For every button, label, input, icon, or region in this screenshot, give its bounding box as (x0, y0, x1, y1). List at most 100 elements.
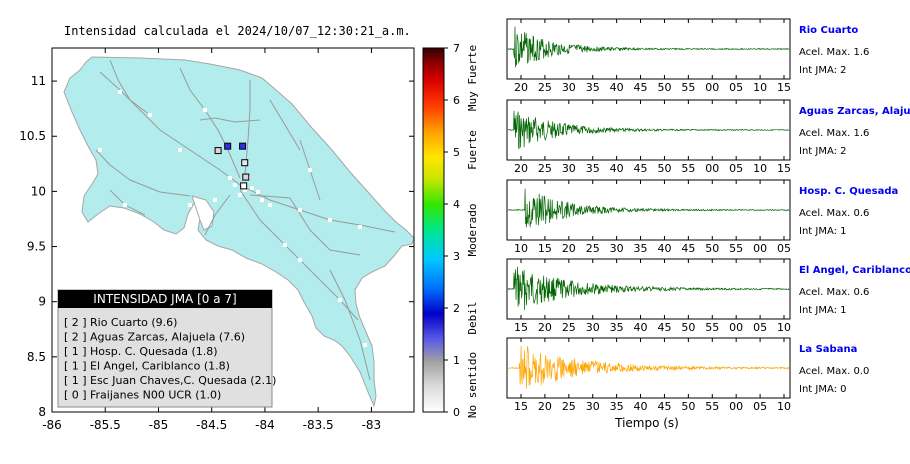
waveform-tick-label: 05 (729, 162, 743, 175)
waveform-tick-label: 30 (586, 321, 600, 334)
map-y-tick-label: 9.5 (27, 240, 46, 254)
legend-title-bar (58, 290, 272, 308)
waveform-tick-label: 10 (753, 162, 767, 175)
waveform-station-name: La Sabana (799, 344, 857, 355)
legend-level: [ 1 ] (64, 345, 87, 358)
waveform-tick-label: 25 (586, 242, 600, 255)
map-x-tick-label: -85 (149, 418, 169, 432)
waveform-trace (507, 345, 790, 389)
waveform-tick-label: 25 (538, 162, 552, 175)
town-marker (298, 258, 302, 262)
colorbar-category-label: Muy Fuerte (466, 45, 479, 111)
station-marker (241, 159, 249, 167)
road (329, 269, 371, 381)
map-title: Intensidad calculada el 2024/10/07_12:30… (64, 24, 411, 38)
waveform-jma-intensity: Int JMA: 2 (799, 146, 847, 157)
map-x-tick-label: -86 (42, 418, 62, 432)
legend-station-label: Fraijanes N00 UCR (1.0) (90, 389, 221, 402)
town-marker (203, 108, 207, 112)
waveform-tick-label: 15 (777, 81, 791, 94)
waveform-station-name: Rio Cuarto (799, 25, 858, 36)
waveform-tick-label: 50 (657, 162, 671, 175)
waveform-tick-label: 15 (538, 242, 552, 255)
town-marker (123, 203, 127, 207)
waveform-tick-label: 20 (514, 81, 528, 94)
waveform-tick-label: 30 (562, 81, 576, 94)
waveform-tick-label: 20 (538, 400, 552, 413)
road (204, 194, 231, 236)
town-marker (238, 193, 242, 197)
waveform-trace (507, 110, 790, 149)
waveform-tick-label: 35 (586, 162, 600, 175)
waveform-tick-label: 40 (634, 321, 648, 334)
waveform-tick-label: 35 (586, 81, 600, 94)
waveform-tick-label: 20 (562, 242, 576, 255)
waveform-jma-intensity: Int JMA: 1 (799, 305, 847, 316)
waveform-tick-label: 45 (634, 81, 648, 94)
waveform-tick-label: 50 (681, 400, 695, 413)
waveform-station-name: El Angel, Cariblanco (799, 265, 910, 276)
waveform-tick-label: 40 (610, 81, 624, 94)
waveform-trace (507, 188, 790, 228)
waveform-tick-label: 25 (538, 81, 552, 94)
colorbar-tick-label: 7 (453, 42, 460, 55)
waveform-tick-label: 45 (657, 400, 671, 413)
waveform-tick-label: 55 (681, 162, 695, 175)
waveform-tick-label: 35 (610, 321, 624, 334)
waveform-tick-label: 15 (514, 321, 528, 334)
map-y-tick-label: 11 (31, 74, 46, 88)
waveform-tick-label: 10 (777, 321, 791, 334)
waveform-tick-label: 10 (514, 242, 528, 255)
waveform-station-name: Aguas Zarcas, Alajuela (799, 106, 910, 117)
waveform-tick-label: 00 (729, 321, 743, 334)
legend-station-label: Hosp. C. Quesada (1.8) (90, 345, 218, 358)
waveform-tick-label: 55 (681, 81, 695, 94)
waveform-tick-label: 10 (753, 81, 767, 94)
town-marker (213, 198, 217, 202)
waveform-tick-label: 35 (634, 242, 648, 255)
waveform-tick-label: 40 (657, 242, 671, 255)
map-x-tick-label: -84.5 (196, 418, 227, 432)
town-markers (98, 90, 367, 347)
waveform-tick-label: 15 (777, 162, 791, 175)
colorbar-tick-label: 1 (453, 354, 460, 367)
colorbar-category-label: Debil (466, 301, 479, 334)
legend-rows: [ 2 ] Rio Cuarto (9.6)[ 2 ] Aguas Zarcas, … (64, 316, 276, 402)
waveform-tick-label: 40 (610, 162, 624, 175)
waveform-tick-label: 50 (705, 242, 719, 255)
map-frame (51, 47, 415, 413)
waveform-tick-label: 05 (729, 81, 743, 94)
road (239, 184, 396, 233)
station-markers (214, 142, 250, 190)
waveform-panels: 20 25 30 35 40 45 50 55 00 05 10 15 Rio Cuarto Acel. … (506, 18, 910, 413)
colorbar-tick-label: 6 (453, 94, 460, 107)
map-y-tick-label: 8 (38, 405, 46, 419)
waveform-tick-label: 55 (729, 242, 743, 255)
town-marker (118, 90, 122, 94)
intensity-legend: INTENSIDAD JMA [0 a 7] [ 2 ] Rio Cuarto (… (57, 289, 276, 408)
waveform-tick-label: 30 (610, 242, 624, 255)
town-marker (283, 243, 287, 247)
waveform-tick-label: 00 (753, 242, 767, 255)
road (109, 59, 151, 116)
colorbar-tick-label: 0 (453, 406, 460, 419)
colorbar-tick-label: 3 (453, 250, 460, 263)
costa-rica-land (63, 56, 415, 408)
map-x-tick-label: -85.5 (90, 418, 121, 432)
waveform-tick-label: 30 (562, 162, 576, 175)
waveform-panel: 10 15 20 25 30 35 40 45 50 55 00 05 Hosp. C. Quesada… (506, 179, 898, 255)
waveform-tick-label: 55 (705, 321, 719, 334)
waveform-tick-label: 05 (753, 400, 767, 413)
town-marker (256, 190, 260, 194)
map-y-axis: 11 10.5 10 9.5 9 8.5 8 (19, 74, 414, 419)
legend-station-label: Esc Juan Chaves,C. Quesada (2.1) (90, 374, 276, 387)
waveform-tick-label: 00 (705, 81, 719, 94)
station-marker (239, 142, 247, 150)
legend-level: [ 1 ] (64, 360, 87, 373)
road (249, 194, 361, 256)
waveform-station-name: Hosp. C. Quesada (799, 186, 898, 197)
colorbar-category-label: No sentido (466, 352, 479, 418)
waveform-trace (507, 266, 790, 310)
legend-level: [ 0 ] (64, 389, 87, 402)
waveform-acel-max: Acel. Max. 0.0 (799, 366, 869, 377)
